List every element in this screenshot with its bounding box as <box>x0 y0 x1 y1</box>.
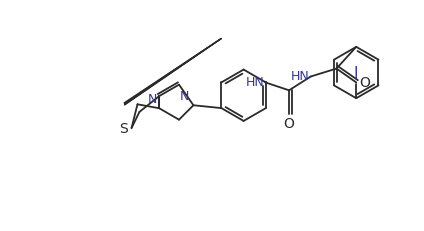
Text: HN: HN <box>291 70 310 83</box>
Text: I: I <box>354 67 359 81</box>
Text: O: O <box>284 117 295 131</box>
Text: N: N <box>180 90 190 103</box>
Text: O: O <box>359 76 370 90</box>
Text: HN: HN <box>245 76 264 89</box>
Text: S: S <box>119 122 128 136</box>
Text: N: N <box>148 93 157 106</box>
